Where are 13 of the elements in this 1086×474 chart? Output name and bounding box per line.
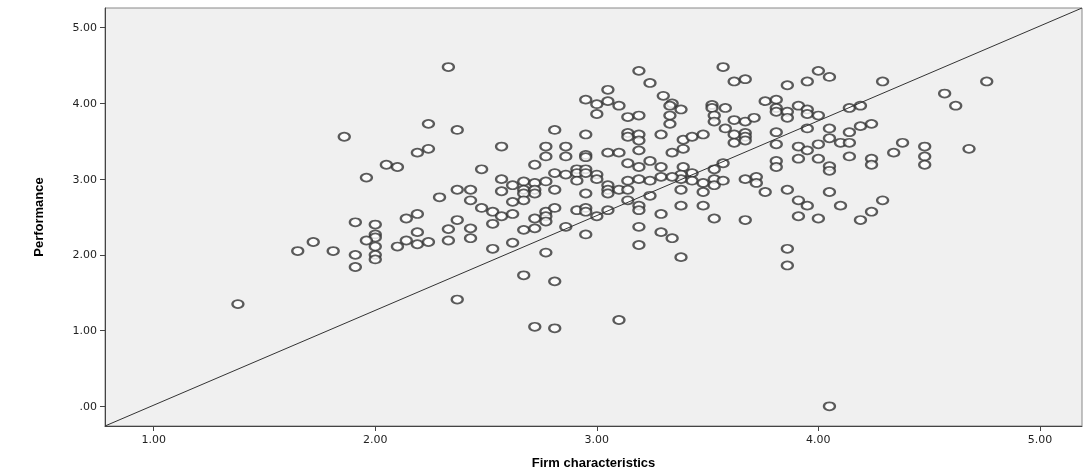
y-tick-label: 4.00 [72,96,97,110]
y-tick-label: 1.00 [72,324,97,338]
x-tick-label: 4.00 [806,433,831,446]
y-tick-label: 3.00 [72,172,97,186]
y-tick-label: 2.00 [72,248,97,262]
y-axis-title: Performance [31,177,46,257]
y-tick-label: .00 [79,399,97,413]
x-tick-label: 5.00 [1027,433,1053,446]
x-tick-label: 2.00 [363,433,388,446]
x-axis-title: Firm characteristics [531,455,656,470]
x-tick-label: 3.00 [584,433,610,446]
x-tick-label: 1.00 [141,433,166,446]
y-tick-label: 5.00 [72,21,97,35]
